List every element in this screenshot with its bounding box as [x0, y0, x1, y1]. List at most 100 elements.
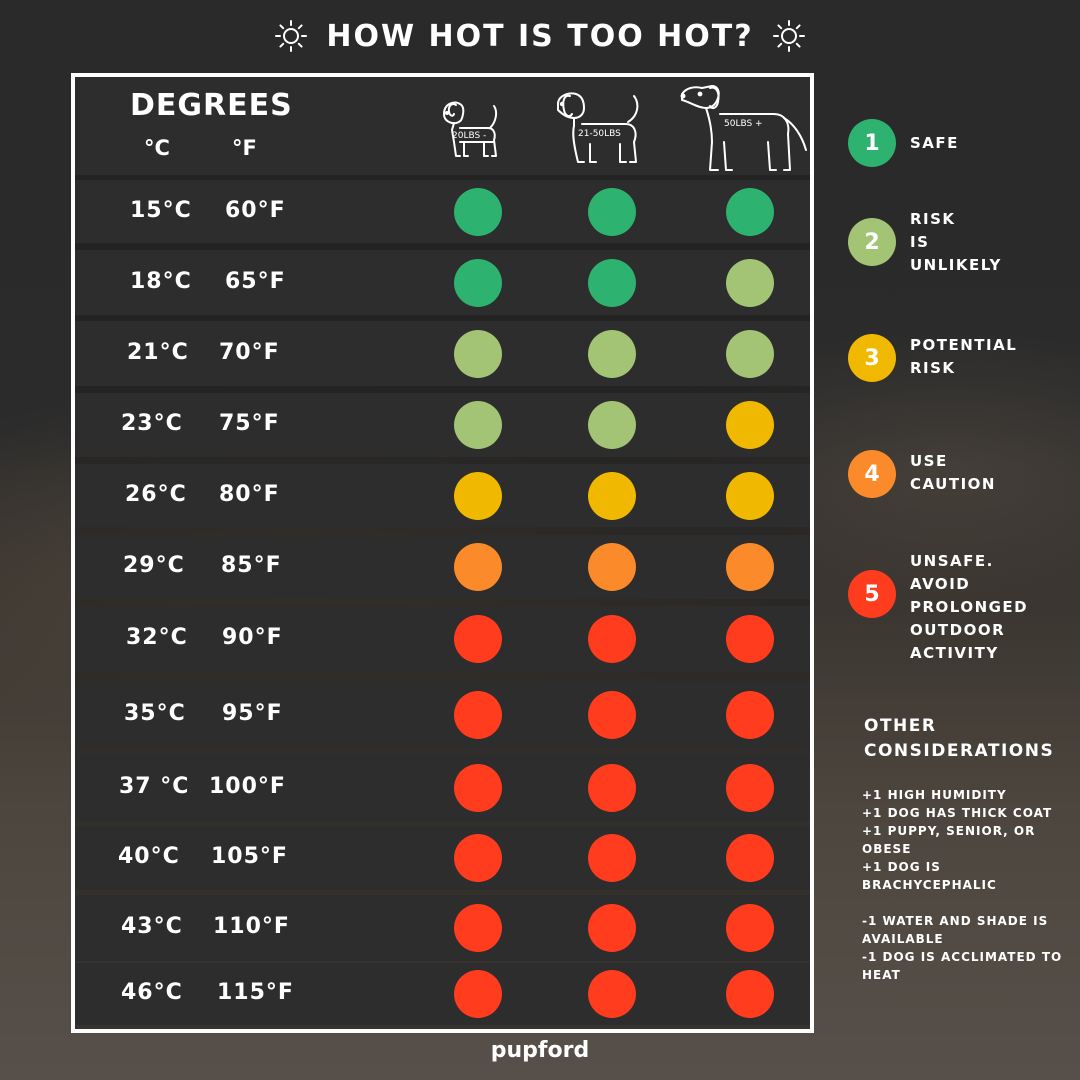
risk-dot [726, 834, 774, 882]
table-row [75, 826, 810, 890]
celsius-value: 35°C [124, 700, 186, 726]
dog-weight-label: 20LBS - [452, 131, 486, 141]
risk-dot [726, 615, 774, 663]
legend-level-badge: 4 [848, 450, 896, 498]
table-row [75, 963, 810, 1025]
risk-dot [726, 329, 774, 378]
fahrenheit-value: 65°F [225, 268, 286, 294]
celsius-value: 43°C [121, 914, 183, 939]
large-dog-icon: 50LBS + [680, 85, 807, 171]
celsius-header: °C [144, 136, 170, 160]
risk-dot [454, 471, 502, 520]
risk-dot [454, 904, 502, 952]
risk-dot [726, 187, 774, 236]
fahrenheit-value: 60°F [225, 197, 286, 223]
consideration-item: -1 WATER AND SHADE IS [862, 914, 1049, 928]
risk-dot [588, 763, 636, 812]
fahrenheit-value: 75°F [219, 411, 280, 436]
celsius-value: 15°C [130, 197, 192, 223]
risk-dot [726, 970, 774, 1018]
risk-dot [588, 543, 636, 591]
consideration-item: +1 DOG IS [862, 860, 941, 874]
fahrenheit-value: 100°F [209, 773, 286, 799]
risk-dot [454, 543, 502, 591]
risk-dot [588, 690, 636, 739]
risk-dot [588, 615, 636, 663]
risk-dot [726, 543, 774, 591]
table-row [75, 535, 810, 599]
risk-dot [726, 763, 774, 812]
sun-icon [275, 20, 308, 52]
celsius-value: 21°C [127, 339, 189, 365]
celsius-value: 18°C [130, 268, 192, 294]
fahrenheit-value: 70°F [219, 339, 280, 365]
table-row [75, 606, 810, 672]
table-row [75, 321, 810, 386]
legend-level-badge: 2 [848, 218, 896, 266]
risk-dot [726, 904, 774, 952]
risk-dot [588, 401, 636, 449]
table-row [75, 464, 810, 527]
fahrenheit-header: °F [232, 136, 257, 160]
risk-dot [726, 690, 774, 739]
risk-dot [726, 471, 774, 520]
risk-dot [726, 258, 774, 307]
consideration-item: +1 DOG HAS THICK COAT [862, 806, 1053, 820]
consideration-item: -1 DOG IS ACCLIMATED TO [862, 950, 1063, 964]
celsius-value: 46°C [121, 980, 183, 1005]
risk-dot [454, 690, 502, 739]
legend-level-label: UNSAFE. AVOID PROLONGED OUTDOOR ACTIVITY [910, 552, 1029, 662]
risk-dot [588, 970, 636, 1018]
consideration-item: +1 PUPPY, SENIOR, OR [862, 824, 1036, 838]
celsius-value: 37 °C [119, 773, 190, 799]
risk-dot [454, 615, 502, 663]
table-row [75, 895, 810, 961]
sun-icon [772, 20, 805, 52]
fahrenheit-value: 95°F [222, 700, 283, 726]
fahrenheit-value: 105°F [211, 844, 288, 869]
table-row [75, 754, 810, 821]
legend-level-badge: 3 [848, 334, 896, 382]
table-header [75, 77, 810, 175]
other-considerations-title-line: CONSIDERATIONS [864, 741, 1055, 761]
celsius-value: 40°C [118, 844, 180, 869]
page-title: HOW HOT IS TOO HOT? [0, 14, 1080, 58]
table-row [75, 681, 810, 748]
legend-level-label: RISK IS UNLIKELY [910, 210, 1002, 274]
brand-logo: pupford [490, 1038, 590, 1063]
other-considerations-title-line: OTHER [864, 716, 937, 736]
risk-dot [454, 258, 502, 307]
legend-level-badge: 1 [848, 119, 896, 167]
consideration-item: +1 HIGH HUMIDITY [862, 788, 1007, 802]
risk-dot [454, 834, 502, 882]
risk-dot [588, 471, 636, 520]
celsius-value: 32°C [126, 625, 188, 650]
table-row [75, 250, 810, 315]
risk-dot [726, 401, 774, 449]
consideration-item: AVAILABLE [862, 932, 944, 946]
consideration-item: OBESE [862, 842, 912, 856]
small-dog-icon: 20LBS - [443, 101, 498, 157]
legend-level-badge: 5 [848, 570, 896, 618]
fahrenheit-value: 85°F [221, 553, 282, 578]
degrees-header: DEGREES [130, 88, 293, 123]
fahrenheit-value: 90°F [222, 625, 283, 650]
title-text: HOW HOT IS TOO HOT? [326, 18, 754, 54]
fahrenheit-value: 80°F [219, 481, 280, 507]
dog-weight-label: 50LBS + [724, 119, 763, 129]
celsius-value: 29°C [123, 553, 185, 578]
risk-dot [454, 329, 502, 378]
risk-dot [588, 258, 636, 307]
consideration-item: HEAT [862, 968, 901, 982]
celsius-value: 26°C [125, 481, 187, 507]
celsius-value: 23°C [121, 411, 183, 436]
fahrenheit-value: 110°F [213, 914, 290, 939]
legend-level-label: USE CAUTION [910, 452, 996, 493]
risk-dot [588, 904, 636, 952]
other-considerations-title: OTHER CONSIDERATIONS [864, 714, 1054, 764]
legend-level-label: POTENTIAL RISK [910, 336, 1018, 377]
fahrenheit-value: 115°F [217, 980, 294, 1005]
table-row [75, 180, 810, 243]
consideration-item: BRACHYCEPHALIC [862, 878, 997, 892]
risk-dot [454, 763, 502, 812]
